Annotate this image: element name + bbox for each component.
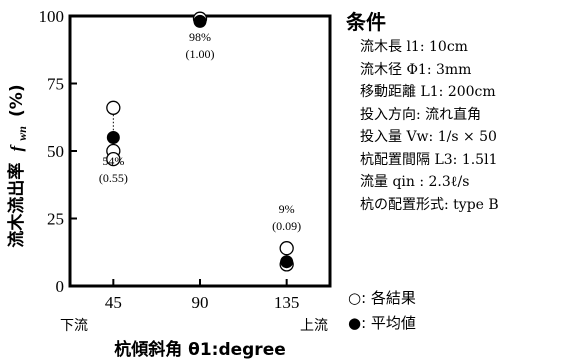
open-circle-point: [106, 100, 121, 115]
x-tick-label: 90: [192, 293, 209, 312]
condition-item: 移動距離 L1: 200cm: [360, 84, 496, 100]
y-axis-label-symbol: f: [7, 144, 26, 152]
y-axis-label-subscript: wn: [15, 126, 29, 141]
x-right-label: 上流: [300, 318, 328, 334]
annotation-percent: 9%: [279, 202, 295, 216]
y-tick-label: 25: [47, 210, 64, 229]
svg-text:流木流出率 f wn (: 流木流出率 f wn (%): [6, 84, 30, 247]
y-tick-label: 75: [47, 75, 64, 94]
legend: ○: 各結果 ●: 平均値: [348, 286, 416, 336]
condition-item: 投入方向: 流れ直角: [360, 106, 482, 123]
open-circle-point: [106, 151, 121, 167]
y-axis-label-unit: (%): [7, 84, 27, 117]
x-axis-label: 杭傾斜角 θ1:degree: [114, 339, 286, 360]
filled-circle-point: [280, 255, 294, 269]
conditions-list: 流木長 l1: 10cm 流木径 Φ1: 3mm 移動距離 L1: 200cm …: [360, 36, 566, 216]
legend-filled-circle: ●: 平均値: [348, 314, 416, 332]
y-tick-label: 50: [47, 142, 64, 161]
annotation-ratio: (1.00): [186, 47, 215, 61]
annotation-percent: 54%: [102, 154, 124, 168]
condition-item: 杭配置間隔 L3: 1.5l1: [360, 151, 498, 168]
open-circle-point: [279, 241, 294, 256]
plot-layer: 0 25 50 75 100 45 90 135 54% (0.55) 98% (1.00) 9% (0.…: [39, 7, 332, 312]
condition-item: 流木径 Φ1: 3mm: [360, 61, 472, 78]
x-tick-label: 45: [105, 293, 122, 312]
filled-circle-point: [193, 14, 207, 28]
legend-open-circle: ○: 各結果: [348, 289, 416, 307]
annotation-ratio: (0.09): [272, 219, 301, 233]
annotation-ratio: (0.55): [99, 171, 128, 185]
x-left-label: 下流: [60, 318, 88, 334]
conditions-panel: 条件 流木長 l1: 10cm 流木径 Φ1: 3mm 移動距離 L1: 200…: [346, 10, 566, 216]
y-axis-label-main: 流木流出率: [6, 163, 27, 248]
annotation-percent: 98%: [189, 30, 211, 44]
y-axis-label: 流木流出率 f wn (%): [6, 84, 30, 247]
y-tick-label: 100: [39, 7, 65, 26]
filled-circle-point: [106, 131, 120, 144]
y-tick-label: 0: [56, 277, 65, 296]
conditions-title: 条件: [346, 10, 386, 34]
condition-item: 流木長 l1: 10cm: [360, 39, 468, 55]
condition-item: 杭の配置形式: type B: [360, 196, 499, 213]
condition-item: 流量 qin : 2.3ℓ/s: [360, 174, 470, 190]
x-tick-label: 135: [274, 293, 300, 312]
condition-item: 投入量 Vw: 1/s × 50: [360, 129, 497, 145]
